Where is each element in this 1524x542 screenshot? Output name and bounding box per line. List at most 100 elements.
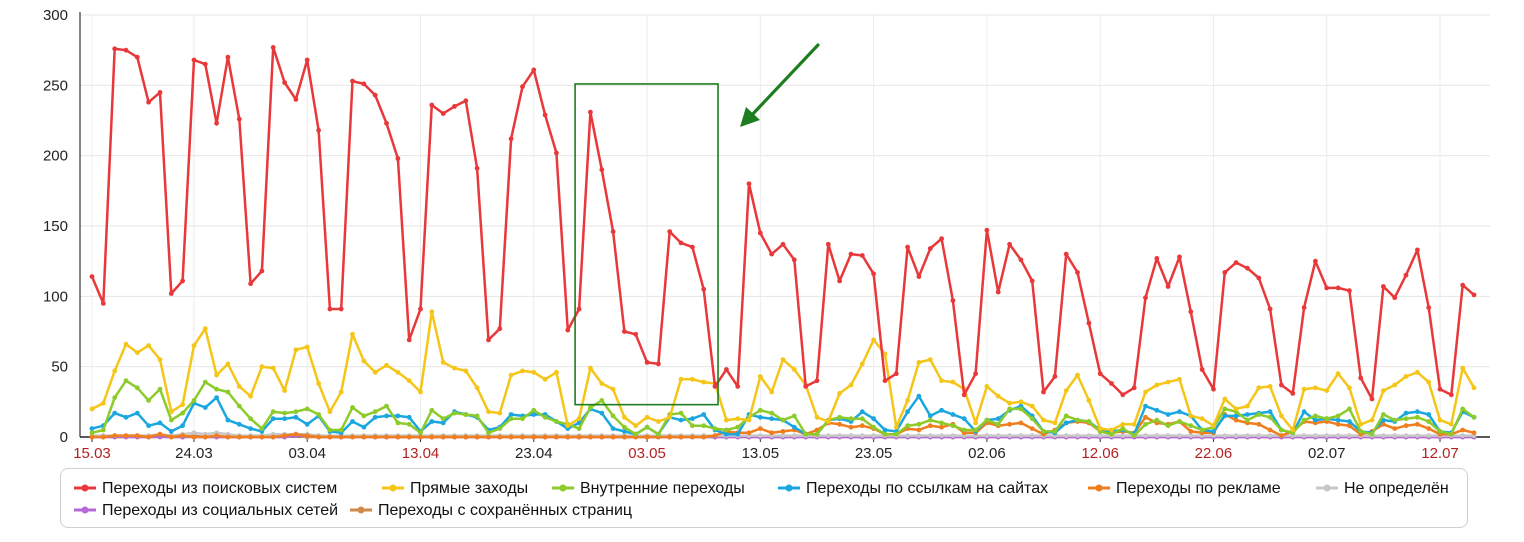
data-point bbox=[984, 384, 990, 389]
data-point bbox=[293, 409, 299, 415]
data-point bbox=[1233, 417, 1239, 423]
data-point bbox=[508, 416, 514, 422]
data-point bbox=[1075, 372, 1080, 378]
data-point bbox=[757, 433, 763, 438]
data-point bbox=[452, 434, 457, 440]
legend-item-search[interactable]: Переходы из поисковых систем bbox=[73, 479, 337, 499]
x-tick-label: 12.07 bbox=[1421, 445, 1459, 462]
data-point bbox=[520, 416, 525, 422]
data-point bbox=[667, 414, 673, 420]
data-point bbox=[1075, 270, 1080, 275]
data-point bbox=[1086, 419, 1092, 424]
data-point bbox=[791, 433, 797, 438]
legend-label-internal: Внутренние переходы bbox=[580, 480, 745, 497]
data-point bbox=[1324, 388, 1330, 393]
data-point bbox=[1448, 392, 1454, 398]
data-point bbox=[1052, 420, 1058, 426]
data-point bbox=[814, 431, 820, 437]
data-point bbox=[950, 423, 956, 429]
legend-item-internal[interactable]: Внутренние переходы bbox=[551, 479, 745, 499]
data-point bbox=[395, 156, 401, 161]
legend-item-ads[interactable]: Переходы по рекламе bbox=[1087, 479, 1281, 499]
data-point bbox=[146, 99, 152, 105]
data-point bbox=[791, 257, 797, 263]
data-point bbox=[554, 369, 559, 375]
data-point bbox=[1347, 406, 1352, 412]
data-point bbox=[1199, 427, 1205, 433]
data-point bbox=[1426, 305, 1432, 310]
data-point bbox=[486, 337, 491, 343]
data-point bbox=[1403, 416, 1409, 422]
legend-item-links[interactable]: Переходы по ссылкам на сайтах bbox=[777, 479, 1048, 499]
data-point bbox=[361, 81, 367, 87]
data-point bbox=[565, 434, 571, 440]
data-point bbox=[1199, 416, 1205, 422]
data-point bbox=[1369, 417, 1375, 423]
data-point bbox=[214, 120, 220, 126]
legend-item-direct[interactable]: Прямые заходы bbox=[381, 479, 528, 499]
data-point bbox=[123, 47, 129, 53]
data-point bbox=[712, 426, 718, 431]
data-point bbox=[542, 434, 548, 440]
legend-item-social[interactable]: Переходы из социальных сетей bbox=[73, 501, 338, 521]
data-point bbox=[939, 433, 944, 438]
data-point bbox=[395, 420, 401, 426]
data-point bbox=[656, 361, 661, 367]
data-point bbox=[712, 433, 718, 438]
data-point bbox=[429, 419, 435, 424]
data-point bbox=[89, 274, 95, 279]
data-point bbox=[1245, 417, 1250, 423]
data-point bbox=[995, 433, 1001, 438]
data-point bbox=[384, 120, 389, 126]
data-point bbox=[1256, 421, 1262, 427]
data-point bbox=[622, 429, 627, 434]
data-point bbox=[622, 414, 627, 420]
data-point bbox=[384, 403, 389, 409]
data-point bbox=[859, 433, 865, 438]
data-point bbox=[327, 427, 333, 433]
data-point bbox=[440, 434, 446, 440]
data-point bbox=[180, 433, 186, 438]
data-point bbox=[1460, 406, 1466, 412]
data-point bbox=[293, 431, 299, 437]
data-point bbox=[168, 291, 174, 296]
legend-item-saved[interactable]: Переходы с сохранённых страниц bbox=[349, 501, 632, 521]
data-point bbox=[1143, 295, 1148, 301]
data-point bbox=[259, 434, 265, 440]
data-point bbox=[1460, 427, 1466, 433]
data-point bbox=[1029, 416, 1035, 422]
data-point bbox=[1460, 282, 1466, 288]
data-point bbox=[531, 407, 537, 413]
data-point bbox=[1358, 421, 1364, 427]
data-point bbox=[1347, 385, 1352, 391]
data-point bbox=[202, 379, 208, 385]
data-point bbox=[531, 67, 537, 73]
data-point bbox=[859, 416, 865, 422]
data-point bbox=[429, 434, 435, 440]
legend-item-unknown[interactable]: Не определён bbox=[1315, 479, 1449, 499]
series-line bbox=[90, 46, 1476, 401]
data-point bbox=[1267, 384, 1273, 389]
data-point bbox=[1358, 429, 1364, 434]
data-point bbox=[916, 421, 922, 427]
data-point bbox=[667, 434, 673, 440]
data-point bbox=[656, 431, 661, 437]
data-point bbox=[565, 327, 571, 333]
data-point bbox=[678, 434, 684, 440]
data-point bbox=[724, 367, 729, 372]
data-point bbox=[871, 416, 876, 422]
data-point bbox=[554, 419, 559, 424]
data-point bbox=[1256, 275, 1262, 281]
data-point bbox=[406, 434, 412, 440]
data-point bbox=[905, 244, 910, 250]
data-point bbox=[1131, 385, 1137, 391]
data-point bbox=[950, 379, 956, 385]
data-point bbox=[1415, 421, 1420, 427]
data-point bbox=[973, 371, 978, 377]
data-point bbox=[259, 426, 265, 431]
y-tick-label: 150 bbox=[43, 218, 68, 235]
data-point bbox=[882, 427, 888, 433]
x-tick-label: 03.04 bbox=[288, 445, 326, 462]
data-point bbox=[1177, 254, 1182, 260]
data-point bbox=[508, 136, 514, 142]
